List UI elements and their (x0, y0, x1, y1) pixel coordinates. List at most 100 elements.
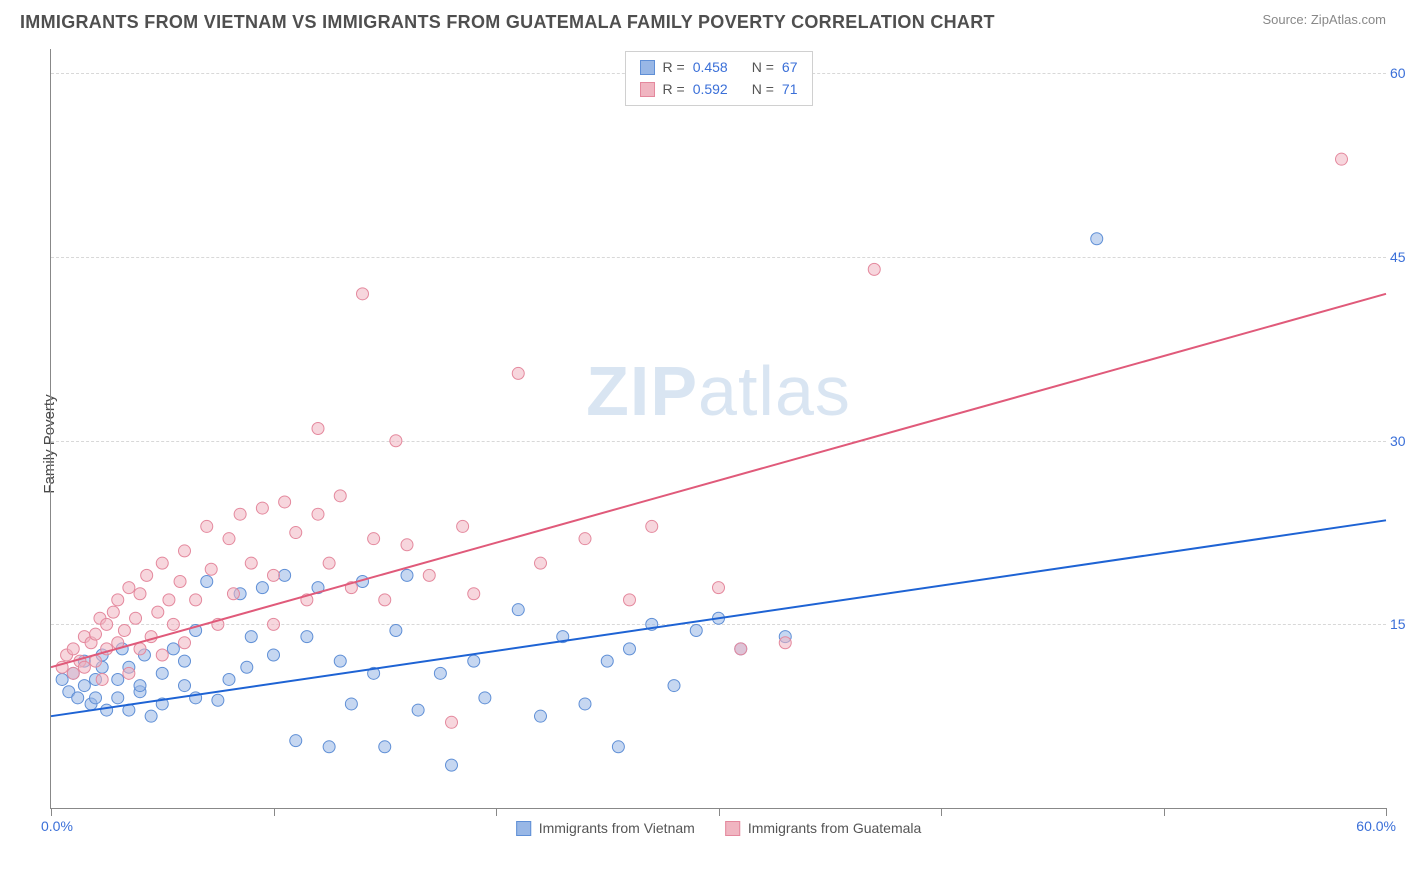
data-point (156, 649, 168, 661)
data-point (412, 704, 424, 716)
data-point (179, 680, 191, 692)
legend-r-value: 0.458 (693, 56, 728, 78)
data-point (334, 490, 346, 502)
data-point (190, 594, 202, 606)
x-tick (496, 808, 497, 816)
data-point (301, 631, 313, 643)
data-point (101, 618, 113, 630)
data-point (390, 624, 402, 636)
data-point (468, 655, 480, 667)
data-point (179, 545, 191, 557)
data-point (357, 288, 369, 300)
legend-series-label: Immigrants from Guatemala (748, 820, 922, 836)
trend-line (51, 520, 1386, 716)
data-point (612, 741, 624, 753)
x-tick (1386, 808, 1387, 816)
data-point (668, 680, 680, 692)
data-point (123, 582, 135, 594)
data-point (401, 539, 413, 551)
data-point (123, 667, 135, 679)
x-tick (941, 808, 942, 816)
data-point (535, 557, 547, 569)
data-point (579, 533, 591, 545)
data-point (67, 667, 79, 679)
data-point (241, 661, 253, 673)
y-tick-label: 45.0% (1390, 249, 1406, 265)
data-point (279, 569, 291, 581)
data-point (212, 694, 224, 706)
legend-n-value: 71 (782, 78, 798, 100)
trend-line (51, 294, 1386, 667)
data-point (156, 557, 168, 569)
legend-series-item: Immigrants from Vietnam (516, 820, 695, 836)
data-point (107, 606, 119, 618)
data-point (434, 667, 446, 679)
data-point (479, 692, 491, 704)
data-point (368, 533, 380, 545)
data-point (279, 496, 291, 508)
data-point (290, 735, 302, 747)
data-point (379, 741, 391, 753)
legend-n-label: N = (752, 56, 774, 78)
data-point (201, 576, 213, 588)
legend-series-item: Immigrants from Guatemala (725, 820, 922, 836)
data-point (179, 637, 191, 649)
data-point (379, 594, 391, 606)
legend-r-label: R = (663, 56, 685, 78)
data-point (535, 710, 547, 722)
data-point (167, 618, 179, 630)
x-tick (274, 808, 275, 816)
legend-n-value: 67 (782, 56, 798, 78)
x-tick (719, 808, 720, 816)
data-point (245, 631, 257, 643)
data-point (323, 741, 335, 753)
data-point (134, 588, 146, 600)
legend-swatch-icon (640, 82, 655, 97)
y-tick-label: 15.0% (1390, 616, 1406, 632)
x-axis-min-label: 0.0% (41, 818, 73, 834)
data-point (112, 692, 124, 704)
legend-row: R = 0.592 N = 71 (640, 78, 798, 100)
y-tick-label: 60.0% (1390, 65, 1406, 81)
y-tick-label: 30.0% (1390, 433, 1406, 449)
data-point (227, 588, 239, 600)
legend-series: Immigrants from Vietnam Immigrants from … (516, 820, 922, 836)
data-point (323, 557, 335, 569)
legend-r-value: 0.592 (693, 78, 728, 100)
data-point (101, 704, 113, 716)
data-point (134, 643, 146, 655)
data-point (152, 606, 164, 618)
source-label: Source: ZipAtlas.com (1262, 12, 1386, 27)
data-point (512, 367, 524, 379)
data-point (446, 716, 458, 728)
data-point (512, 604, 524, 616)
data-point (868, 263, 880, 275)
data-point (624, 643, 636, 655)
legend-swatch-icon (725, 821, 740, 836)
data-point (268, 649, 280, 661)
data-point (201, 520, 213, 532)
data-point (67, 643, 79, 655)
legend-row: R = 0.458 N = 67 (640, 56, 798, 78)
data-point (72, 692, 84, 704)
data-point (401, 569, 413, 581)
data-point (90, 628, 102, 640)
data-point (690, 624, 702, 636)
data-point (141, 569, 153, 581)
data-point (390, 435, 402, 447)
data-point (223, 673, 235, 685)
plot-area: ZIPatlas 15.0%30.0%45.0%60.0% R = 0.458 … (50, 49, 1386, 809)
data-point (156, 667, 168, 679)
data-point (90, 692, 102, 704)
data-point (134, 680, 146, 692)
data-point (234, 508, 246, 520)
data-point (579, 698, 591, 710)
legend-swatch-icon (640, 60, 655, 75)
data-point (163, 594, 175, 606)
data-point (457, 520, 469, 532)
data-point (174, 576, 186, 588)
data-point (112, 594, 124, 606)
x-tick (51, 808, 52, 816)
data-point (646, 520, 658, 532)
data-point (245, 557, 257, 569)
